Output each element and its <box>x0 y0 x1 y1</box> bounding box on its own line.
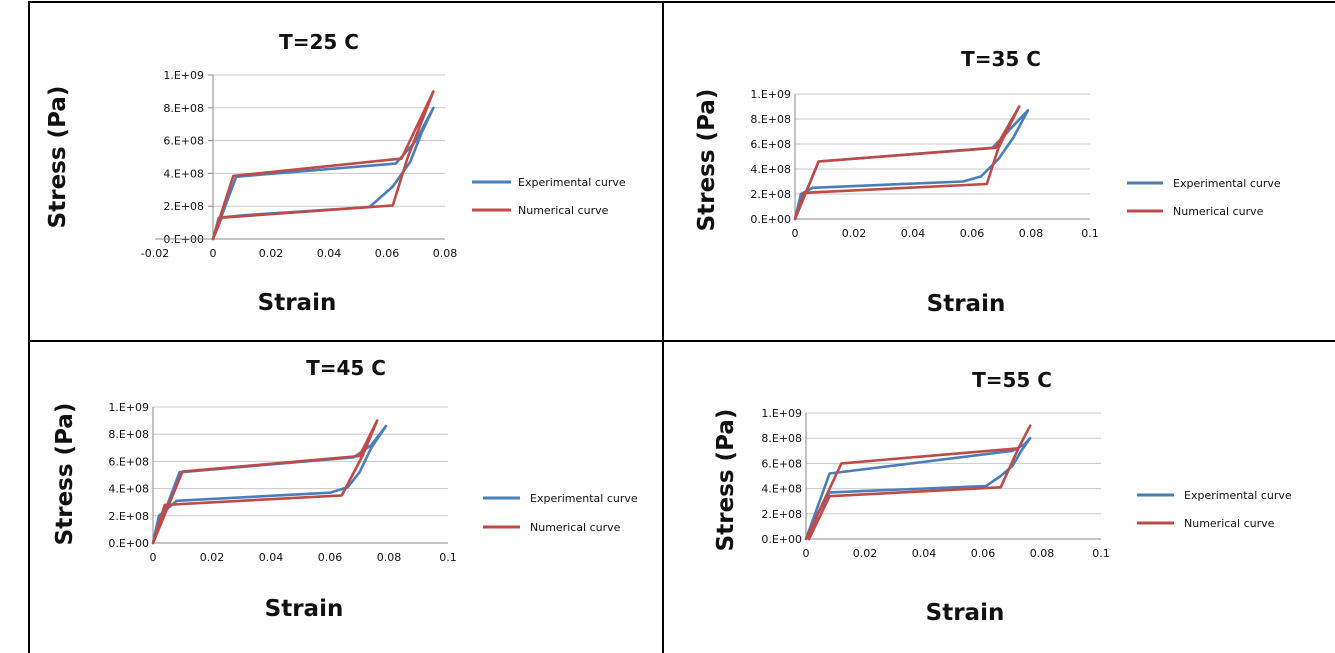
x-tick-label: 0.02 <box>200 551 225 564</box>
legend: Experimental curve Numerical curve <box>483 492 638 534</box>
y-tick-label: 1.E+09 <box>163 69 204 82</box>
x-tick-label: 0.06 <box>971 547 996 560</box>
x-tick-label: 0.04 <box>317 247 342 260</box>
chart-panel-t45: T=45 C Stress (Pa) Strain 0.E+00 2.E+08 4.… <box>52 356 638 622</box>
x-tick-label: 0.1 <box>1081 227 1099 240</box>
y-tick-label: 2.E+08 <box>163 200 204 213</box>
y-tick-label: 8.E+08 <box>750 113 791 126</box>
y-tick-label: 2.E+08 <box>761 508 802 521</box>
y-tick-label: 8.E+08 <box>108 428 149 441</box>
x-tick-label: 0.02 <box>842 227 867 240</box>
panel-frames <box>28 1 1335 653</box>
y-tick-label: 4.E+08 <box>761 483 802 496</box>
x-tick-label: 0 <box>803 547 810 560</box>
x-tick-label: 0.04 <box>912 547 937 560</box>
chart-title: T=45 C <box>306 356 386 380</box>
x-tick-label: 0 <box>210 247 217 260</box>
x-tick-label: 0.02 <box>853 547 878 560</box>
series-line-experimental <box>804 436 1032 541</box>
chart-panel-t55: T=55 C Stress (Pa) Strain 0.E+00 2.E+08 4.… <box>713 368 1292 626</box>
x-axis-title: Strain <box>926 600 1005 626</box>
chart-panel-t35: T=35 C Stress (Pa) Strain 0.E+00 2.E+08 4.… <box>694 47 1281 317</box>
y-tick-label: 6.E+08 <box>750 138 791 151</box>
plot-area: 0.E+00 2.E+08 4.E+08 6.E+08 8.E+08 1.E+09 0 0.0… <box>761 407 1109 560</box>
legend-label-numerical: Numerical curve <box>1184 517 1275 530</box>
y-tick-label: 1.E+09 <box>761 407 802 420</box>
y-axis-title: Stress (Pa) <box>694 89 720 232</box>
y-tick-label: 4.E+08 <box>163 167 204 180</box>
legend-label-experimental: Experimental curve <box>518 176 626 189</box>
chart-title: T=55 C <box>972 368 1052 392</box>
series-line-numerical <box>793 105 1021 221</box>
legend-label-numerical: Numerical curve <box>530 521 621 534</box>
x-axis-title: Strain <box>258 290 337 316</box>
y-tick-label: 0.E+00 <box>750 213 791 226</box>
legend: Experimental curve Numerical curve <box>1137 489 1292 530</box>
y-tick-label: 2.E+08 <box>108 510 149 523</box>
y-axis-title: Stress (Pa) <box>45 86 71 229</box>
y-tick-label: 4.E+08 <box>108 483 149 496</box>
y-tick-label: 0.E+00 <box>108 537 149 550</box>
legend-label-experimental: Experimental curve <box>530 492 638 505</box>
legend-label-experimental: Experimental curve <box>1173 177 1281 190</box>
plot-area: 0.E+002.E+084.E+086.E+088.E+081.E+09-0.0… <box>141 69 457 260</box>
y-tick-label: 6.E+08 <box>108 455 149 468</box>
legend: Experimental curve Numerical curve <box>472 176 626 217</box>
y-tick-label: 1.E+09 <box>750 88 791 101</box>
series-line-numerical <box>211 90 435 241</box>
y-axis-title: Stress (Pa) <box>52 403 78 546</box>
x-tick-label: 0.04 <box>259 551 284 564</box>
x-tick-label: 0.06 <box>960 227 985 240</box>
y-tick-label: 8.E+08 <box>163 102 204 115</box>
y-tick-label: 8.E+08 <box>761 432 802 445</box>
y-tick-label: 4.E+08 <box>750 163 791 176</box>
x-tick-label: 0.1 <box>1092 547 1110 560</box>
x-tick-label: 0.1 <box>439 551 457 564</box>
plot-area: 0.E+00 2.E+08 4.E+08 6.E+08 8.E+08 1.E+09 0 0.0… <box>108 401 456 564</box>
y-tick-label: 2.E+08 <box>750 188 791 201</box>
chart-title: T=35 C <box>961 47 1041 71</box>
x-axis-title: Strain <box>265 596 344 622</box>
x-tick-label: 0.02 <box>259 247 284 260</box>
y-tick-label: 6.E+08 <box>163 135 204 148</box>
y-tick-label: 1.E+09 <box>108 401 149 414</box>
legend-label-numerical: Numerical curve <box>518 204 609 217</box>
x-tick-label: 0 <box>792 227 799 240</box>
y-tick-label: 6.E+08 <box>761 457 802 470</box>
legend: Experimental curve Numerical curve <box>1127 177 1281 218</box>
x-tick-label: -0.02 <box>141 247 169 260</box>
x-tick-label: 0.08 <box>1019 227 1044 240</box>
y-axis-title: Stress (Pa) <box>713 409 739 552</box>
x-tick-label: 0.06 <box>375 247 400 260</box>
legend-label-numerical: Numerical curve <box>1173 205 1264 218</box>
chart-title: T=25 C <box>279 30 359 54</box>
y-tick-label: 0.E+00 <box>761 533 802 546</box>
x-tick-label: 0.08 <box>433 247 458 260</box>
x-tick-label: 0.06 <box>318 551 343 564</box>
x-tick-label: 0.04 <box>901 227 926 240</box>
chart-panel-t25: T=25 C Stress (Pa) Strain 0.E+002.E+084.… <box>45 30 626 316</box>
series-line-numerical <box>151 419 379 545</box>
x-tick-label: 0.08 <box>377 551 402 564</box>
series-line-numerical <box>804 424 1032 541</box>
series-line-experimental <box>151 424 388 545</box>
x-axis-title: Strain <box>927 291 1006 317</box>
x-tick-label: 0 <box>150 551 157 564</box>
legend-label-experimental: Experimental curve <box>1184 489 1292 502</box>
plot-area: 0.E+00 2.E+08 4.E+08 6.E+08 8.E+08 1.E+09 0 0.0… <box>750 88 1098 240</box>
x-tick-label: 0.08 <box>1030 547 1055 560</box>
